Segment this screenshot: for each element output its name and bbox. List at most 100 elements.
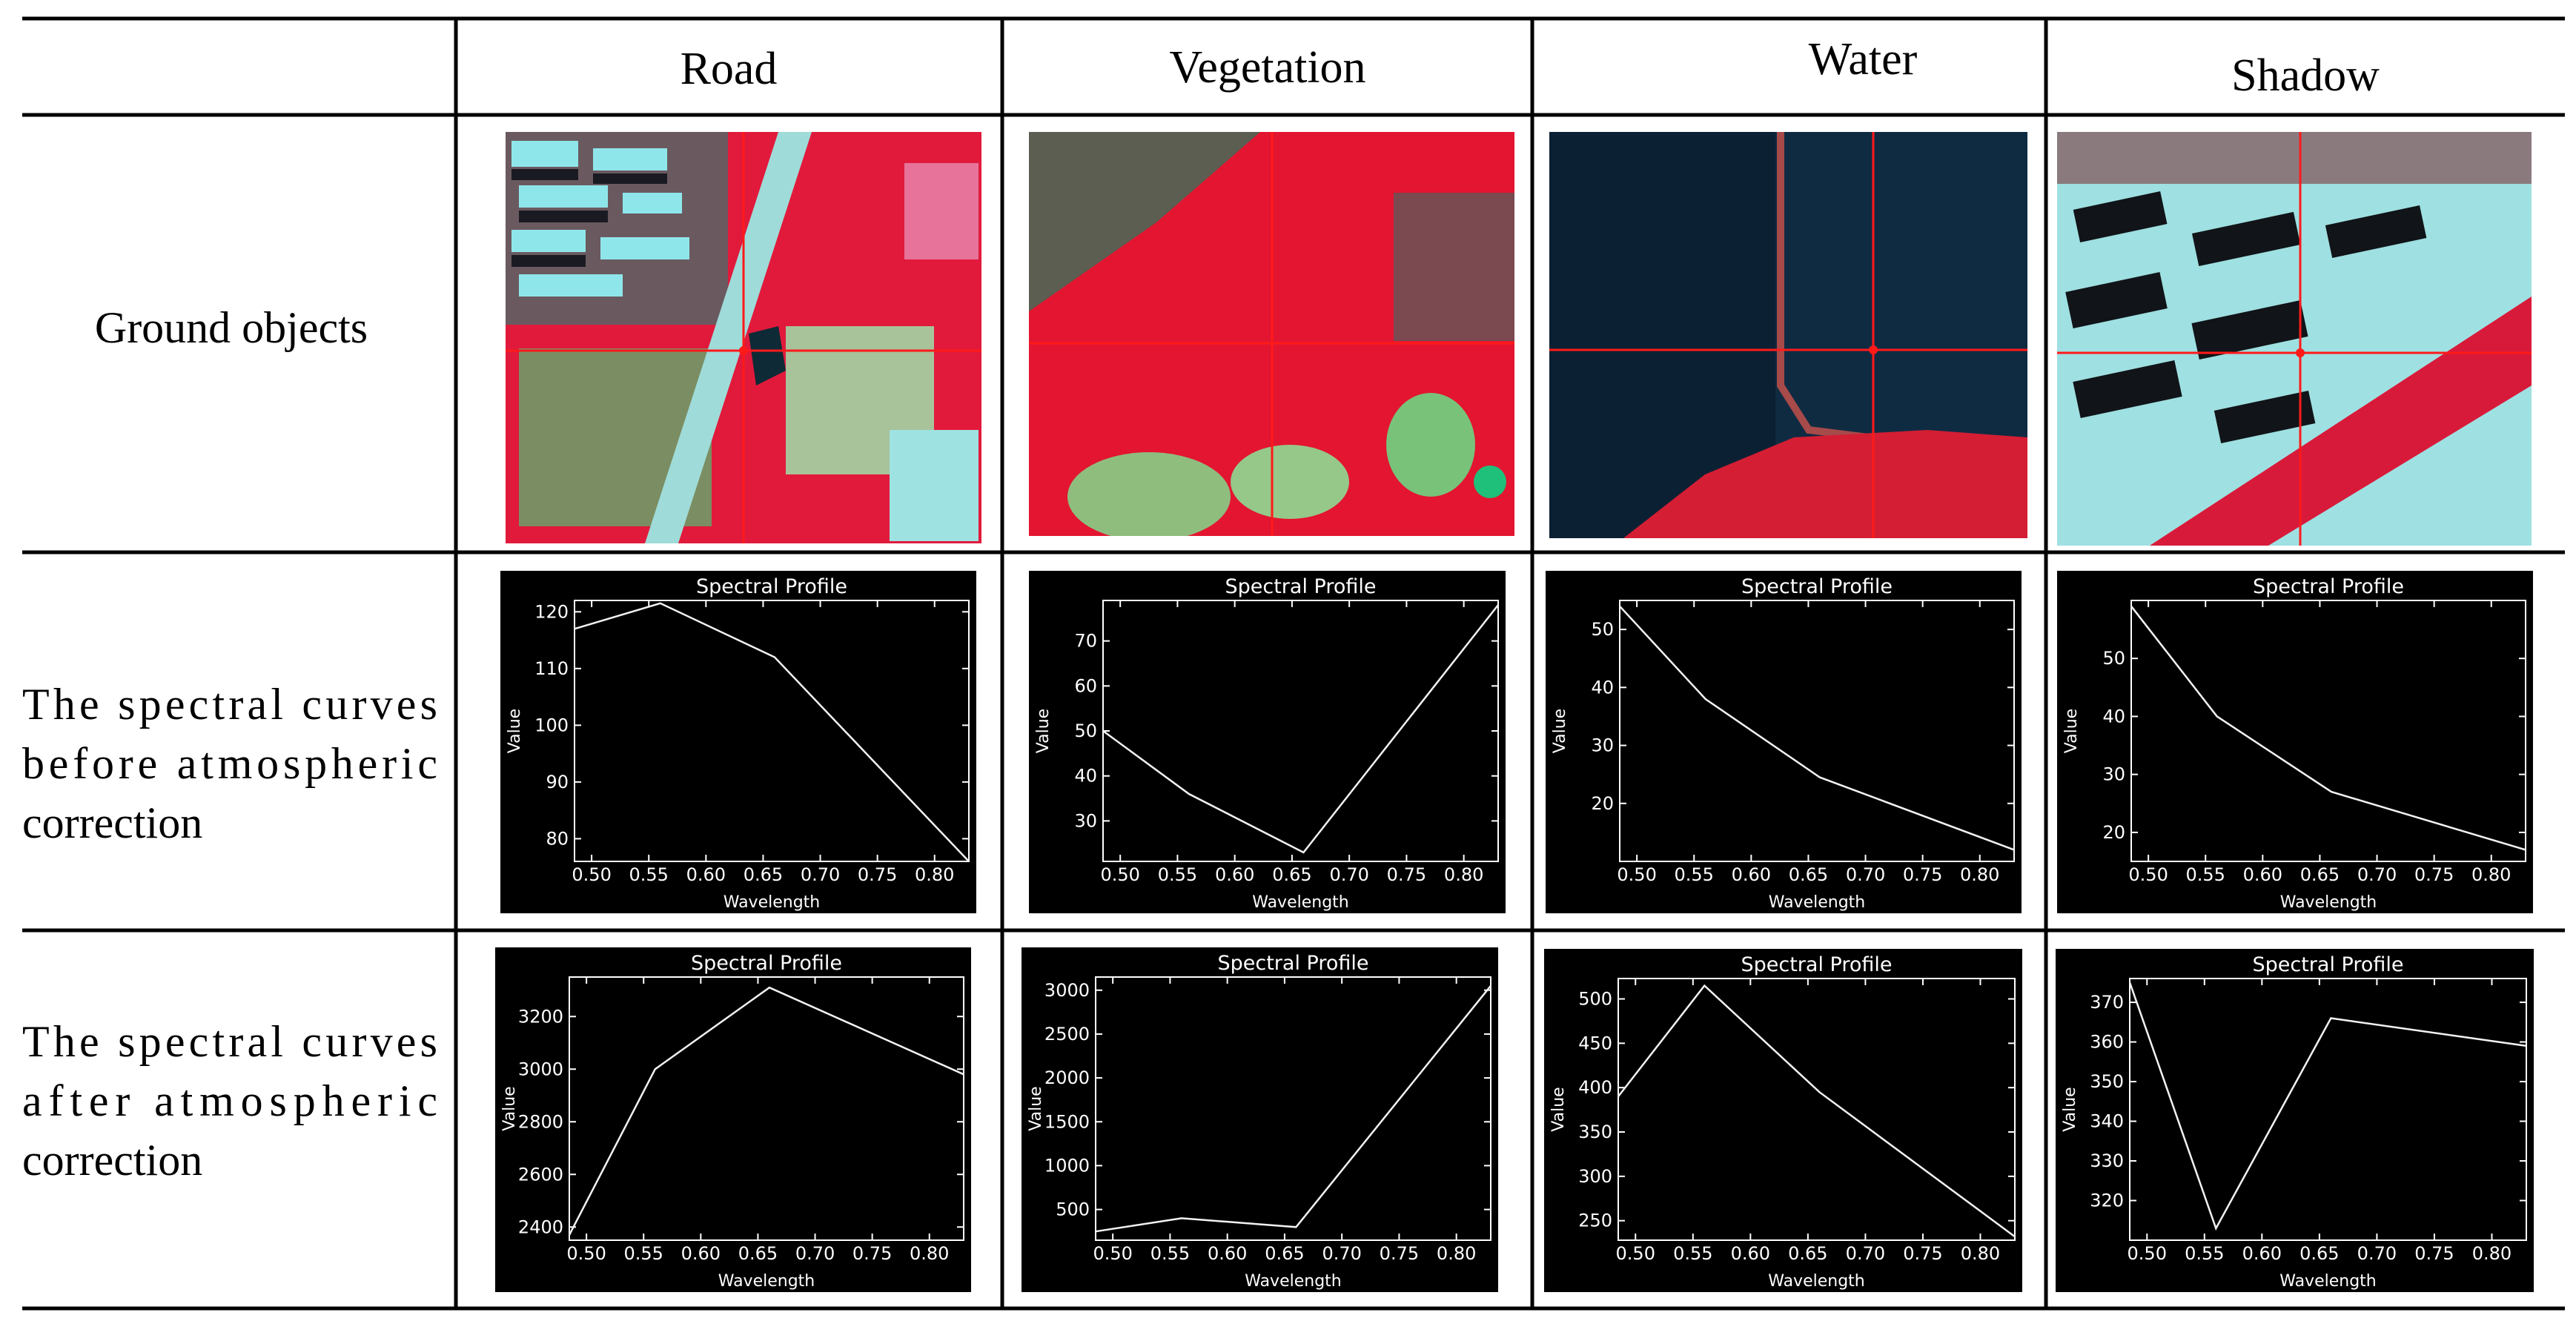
y-axis-label-shadow-before: Value: [2062, 709, 2081, 753]
x-tick-label: 0.55: [1673, 1243, 1712, 1264]
x-axis-label-vegetation-after: Wavelength: [1245, 1272, 1342, 1291]
y-tick-label: 2000: [1044, 1067, 1090, 1088]
y-axis-label-shadow-after: Value: [2061, 1087, 2079, 1131]
plot-title-water-before: Spectral Profile: [1741, 575, 1893, 598]
y-tick-label: 100: [534, 715, 569, 735]
spectral-line-water-after: [1618, 984, 2016, 1238]
y-tick-label: 3000: [518, 1059, 563, 1079]
row-label-before-line-3: correction: [22, 798, 202, 847]
table-grid: [22, 16, 2565, 1311]
column-header-vegetation: Vegetation: [1169, 42, 1365, 93]
x-tick-label: 0.60: [2242, 1243, 2282, 1264]
y-tick-label: 40: [1074, 766, 1097, 787]
x-tick-label: 0.75: [1387, 864, 1426, 885]
spectral-chart-water-before: Spectral Profile Wavelength Value 0.50 0.55 0…: [1546, 571, 2022, 913]
spectral-chart-shadow-after: Spectral Profile Wavelength Value 0.50 0.55 0…: [2056, 949, 2534, 1292]
x-tick-label: 0.65: [2300, 864, 2340, 885]
y-tick-label: 60: [1074, 675, 1097, 696]
y-axis-label-vegetation-after: Value: [1027, 1086, 1045, 1130]
plot-frame-water-before: [1619, 600, 2015, 862]
spectral-line-road-after: [568, 986, 964, 1236]
row-label-before-line-2: before atmospheric: [22, 739, 437, 788]
plot-title-vegetation-before: Spectral Profile: [1225, 575, 1376, 598]
x-tick-label: 0.50: [1616, 1243, 1655, 1264]
spectral-chart-water-after: Spectral Profile Wavelength Value 0.50 0.55 0…: [1544, 949, 2022, 1292]
chart-background-water-after: [1544, 949, 2022, 1292]
x-tick-label: 0.70: [2357, 1243, 2397, 1264]
column-header-shadow: Shadow: [2231, 50, 2380, 101]
plot-frame-road-after: [569, 976, 964, 1241]
x-tick-label: 0.50: [2128, 1243, 2167, 1264]
x-tick-label: 0.75: [2414, 864, 2454, 885]
y-axis-label-water-before: Value: [1551, 709, 1569, 753]
y-tick-label: 50: [1591, 619, 1614, 640]
x-tick-label: 0.80: [2472, 1243, 2512, 1264]
chart-background-vegetation-before: [1029, 571, 1506, 913]
x-axis-label-vegetation-before: Wavelength: [1252, 893, 1349, 912]
x-tick-label: 0.80: [915, 864, 954, 885]
row-label-before-line-1: The spectral curves: [22, 680, 437, 729]
x-tick-label: 0.70: [1846, 864, 1885, 885]
plot-frame-water-after: [1618, 978, 2016, 1241]
row-label-after-line-3: correction: [22, 1136, 202, 1185]
x-tick-label: 0.70: [795, 1243, 835, 1264]
row-label-ground-objects: Ground objects: [95, 303, 368, 352]
x-tick-label: 0.80: [1444, 864, 1483, 885]
spectral-line-vegetation-after: [1095, 985, 1491, 1233]
spectral-chart-vegetation-before: Spectral Profile Wavelength Value 0.50 0.55 0…: [1029, 571, 1506, 913]
chart-background-shadow-before: [2057, 571, 2533, 913]
y-tick-label: 330: [2090, 1151, 2124, 1171]
y-axis-label-water-after: Value: [1549, 1087, 1568, 1131]
x-tick-label: 0.60: [681, 1243, 721, 1264]
x-tick-label: 0.55: [1150, 1243, 1190, 1264]
x-tick-label: 0.75: [858, 864, 897, 885]
y-axis-label-road-before: Value: [506, 709, 524, 753]
y-tick-label: 40: [2102, 706, 2125, 726]
ground-image-road: [506, 132, 981, 543]
ground-image-water: [1549, 132, 2027, 538]
x-tick-label: 0.55: [1675, 864, 1714, 885]
y-tick-label: 20: [2102, 822, 2125, 843]
x-tick-label: 0.65: [1788, 1243, 1827, 1264]
row-label-after-line-2: after atmospheric: [22, 1076, 437, 1125]
x-tick-label: 0.55: [1158, 864, 1197, 885]
x-axis-label-road-before: Wavelength: [724, 893, 821, 912]
column-header-road: Road: [681, 44, 778, 94]
y-tick-label: 90: [546, 772, 569, 792]
x-tick-label: 0.50: [572, 864, 611, 885]
x-tick-label: 0.70: [1846, 1243, 1885, 1264]
y-tick-label: 340: [2090, 1111, 2124, 1132]
y-tick-label: 300: [1578, 1166, 1612, 1187]
x-axis-label-water-after: Wavelength: [1768, 1272, 1865, 1291]
y-tick-label: 2800: [518, 1111, 563, 1132]
y-tick-label: 70: [1074, 631, 1097, 652]
x-tick-label: 0.60: [686, 864, 726, 885]
y-tick-label: 80: [546, 828, 569, 849]
y-tick-label: 360: [2090, 1032, 2124, 1053]
spectral-line-vegetation-before: [1102, 604, 1499, 854]
x-tick-label: 0.75: [1903, 864, 1942, 885]
x-tick-label: 0.60: [2243, 864, 2282, 885]
y-tick-label: 2600: [518, 1164, 563, 1185]
plot-frame-shadow-after: [2129, 978, 2527, 1241]
x-tick-label: 0.55: [624, 1243, 663, 1264]
x-tick-label: 0.50: [2128, 864, 2168, 885]
x-axis-label-road-after: Wavelength: [718, 1272, 815, 1291]
y-tick-label: 2400: [518, 1216, 563, 1237]
plot-title-vegetation-after: Spectral Profile: [1217, 952, 1368, 975]
y-tick-label: 250: [1578, 1211, 1612, 1231]
x-tick-label: 0.60: [1208, 1243, 1247, 1264]
spectral-chart-road-after: Spectral Profile Wavelength Value 0.50 0.55 0…: [495, 947, 971, 1292]
y-tick-label: 500: [1056, 1199, 1090, 1220]
y-tick-label: 110: [534, 658, 569, 679]
x-tick-label: 0.65: [1265, 1243, 1304, 1264]
chart-background-shadow-after: [2056, 949, 2534, 1292]
x-tick-label: 0.65: [1789, 864, 1828, 885]
x-tick-label: 0.80: [1960, 864, 1999, 885]
y-tick-label: 50: [2102, 648, 2125, 669]
x-tick-label: 0.55: [629, 864, 669, 885]
spectral-line-shadow-before: [2130, 606, 2526, 851]
x-tick-label: 0.50: [1617, 864, 1656, 885]
plot-title-shadow-before: Spectral Profile: [2253, 575, 2404, 598]
x-tick-label: 0.75: [852, 1243, 892, 1264]
